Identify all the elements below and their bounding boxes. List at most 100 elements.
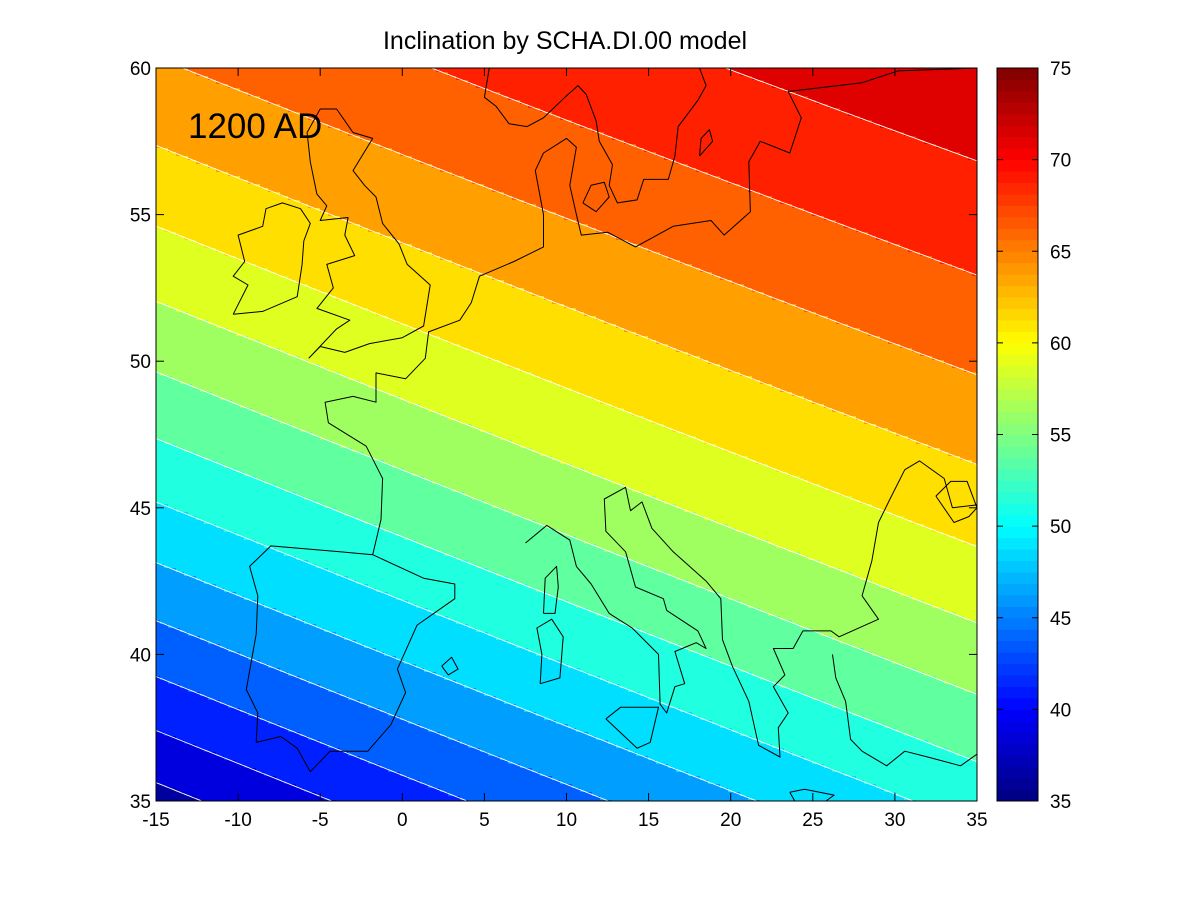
field-cell: [212, 164, 217, 169]
field-cell: [892, 152, 897, 157]
field-cell: [568, 144, 573, 149]
field-cell: [664, 100, 669, 105]
field-cell: [368, 104, 373, 109]
field-cell: [536, 96, 541, 101]
field-cell: [504, 124, 509, 129]
field-cell: [796, 120, 801, 125]
field-cell: [472, 156, 477, 161]
field-cell: [588, 84, 593, 89]
field-cell: [456, 88, 461, 93]
field-cell: [896, 88, 901, 93]
field-cell: [872, 100, 877, 105]
field-cell: [604, 140, 609, 145]
field-cell: [796, 156, 801, 161]
field-cell: [860, 104, 865, 109]
field-cell: [320, 124, 325, 129]
field-cell: [524, 100, 529, 105]
field-cell: [272, 68, 277, 73]
field-cell: [852, 104, 857, 109]
field-cell: [952, 152, 957, 157]
field-cell: [724, 68, 729, 73]
field-cell: [560, 72, 565, 77]
field-cell: [220, 68, 225, 73]
field-cell: [504, 132, 509, 137]
field-cell: [856, 100, 861, 105]
field-cell: [268, 148, 273, 153]
field-cell: [160, 88, 165, 93]
field-cell: [872, 68, 877, 73]
field-cell: [800, 120, 805, 125]
field-cell: [352, 88, 357, 93]
field-cell: [216, 164, 221, 169]
field-cell: [480, 92, 485, 97]
field-cell: [504, 80, 509, 85]
field-cell: [484, 148, 489, 153]
field-cell: [896, 160, 901, 165]
field-cell: [804, 76, 809, 81]
field-cell: [496, 108, 501, 113]
field-cell: [824, 108, 829, 113]
field-cell: [264, 72, 269, 77]
field-cell: [840, 80, 845, 85]
field-cell: [436, 96, 441, 101]
field-cell: [664, 148, 669, 153]
field-cell: [508, 132, 513, 137]
field-cell: [456, 84, 461, 89]
field-cell: [640, 116, 645, 121]
field-cell: [644, 132, 649, 137]
field-cell: [524, 132, 529, 137]
field-cell: [712, 68, 717, 73]
field-cell: [712, 120, 717, 125]
field-cell: [508, 140, 513, 145]
field-cell: [172, 136, 177, 141]
field-cell: [360, 72, 365, 77]
field-cell: [500, 116, 505, 121]
field-cell: [592, 80, 597, 85]
field-cell: [580, 144, 585, 149]
field-cell: [832, 148, 837, 153]
field-cell: [676, 84, 681, 89]
field-cell: [276, 96, 281, 101]
field-cell: [484, 108, 489, 113]
field-cell: [224, 136, 229, 141]
field-cell: [608, 136, 613, 141]
field-cell: [668, 88, 673, 93]
field-cell: [220, 124, 225, 129]
field-cell: [440, 76, 445, 81]
field-cell: [776, 112, 781, 117]
field-cell: [588, 76, 593, 81]
field-cell: [764, 136, 769, 141]
field-cell: [304, 116, 309, 121]
field-cell: [280, 124, 285, 129]
field-cell: [196, 116, 201, 121]
field-cell: [892, 124, 897, 129]
field-cell: [504, 72, 509, 77]
field-cell: [896, 76, 901, 81]
field-cell: [196, 100, 201, 105]
field-cell: [284, 100, 289, 105]
field-cell: [348, 156, 353, 161]
field-cell: [376, 120, 381, 125]
field-cell: [820, 160, 825, 165]
field-cell: [588, 156, 593, 161]
field-cell: [964, 76, 969, 81]
field-cell: [632, 156, 637, 161]
field-cell: [324, 136, 329, 141]
field-cell: [436, 92, 441, 97]
field-cell: [324, 112, 329, 117]
field-cell: [372, 144, 377, 149]
field-cell: [420, 80, 425, 85]
field-cell: [760, 112, 765, 117]
field-cell: [804, 68, 809, 73]
field-cell: [232, 88, 237, 93]
chart-title: Inclination by SCHA.DI.00 model: [383, 27, 747, 55]
field-cell: [708, 140, 713, 145]
field-cell: [428, 112, 433, 117]
field-cell: [424, 96, 429, 101]
field-cell: [248, 68, 253, 73]
field-cell: [824, 80, 829, 85]
field-cell: [696, 136, 701, 141]
field-cell: [892, 84, 897, 89]
field-cell: [412, 132, 417, 137]
field-cell: [208, 112, 213, 117]
